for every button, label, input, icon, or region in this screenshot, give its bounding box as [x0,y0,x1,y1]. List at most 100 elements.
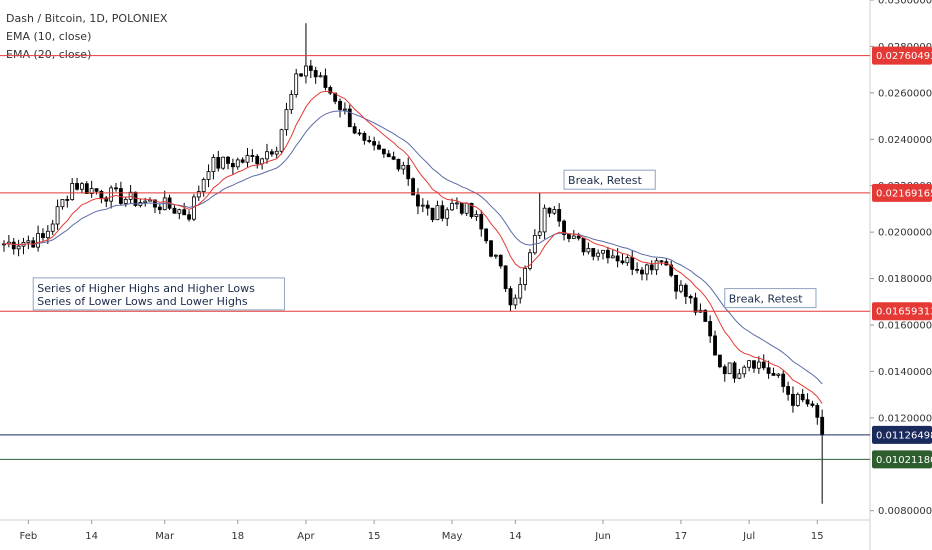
x-tick-label: 15 [811,531,824,542]
candle-body [601,249,605,254]
candle-body [644,264,649,275]
candle-body [669,264,674,276]
annotation-box[interactable] [32,277,285,311]
price-tag [872,450,932,469]
candle-body [357,132,362,135]
annotation-box[interactable] [724,288,817,309]
candle-body [450,202,454,211]
candle-body [70,183,75,200]
x-tick-label: 14 [509,531,522,542]
candle-body [503,265,508,289]
candle-body [75,183,79,190]
candle-body [216,157,221,169]
candle-body [313,70,318,78]
price-tag-label: 0.01126498 [876,430,932,441]
candle-body [323,75,328,88]
candle-body [445,209,450,219]
candle-body [679,284,683,292]
candle-body [255,155,260,165]
x-tick-label: May [442,531,463,542]
annotation-text: Break, Retest [729,293,803,306]
candle-body [542,207,547,233]
annotation-box[interactable] [563,169,656,190]
y-tick-label: 0.00800000 [878,506,932,517]
candle-body [201,179,206,193]
candle-body [391,156,396,160]
x-tick-label: Mar [155,531,175,542]
candle-body [440,205,445,219]
candle-body [143,200,148,203]
candle-body [547,207,552,214]
candle-body [703,309,708,322]
candle-body [182,209,187,216]
candle-body [50,223,55,232]
candle-body [172,207,177,214]
symbol-label: Dash / Bitcoin, 1D, POLONIEX [6,12,168,25]
candle-body [94,188,99,192]
candle-body [805,399,810,405]
candle-body [338,100,342,110]
candle-body [523,267,528,285]
candle-body [688,295,693,299]
candle-body [211,157,216,173]
candle-body [810,403,815,406]
candle-body [727,362,732,375]
candle-body [294,73,299,95]
candle-body [372,141,377,146]
candle-body [196,191,201,198]
candle-body [586,248,591,253]
x-tick-label: Jun [594,531,611,542]
candle-body [60,199,65,208]
candle-body [562,220,566,235]
candle-body [65,199,70,201]
candle-body [304,65,308,77]
candle-body [230,163,235,168]
candle-body [318,75,323,78]
candle-body [416,194,420,207]
candle-body [274,150,279,155]
candle-body [362,133,367,141]
candle-body [235,159,240,168]
candle-body [11,241,16,250]
candle-body [279,129,284,152]
candle-body [820,416,825,436]
candle-body [761,361,766,369]
candle-body [128,191,133,200]
price-tag [872,425,932,444]
candle-body [674,274,678,292]
candle-body [26,240,31,243]
candle-body [99,190,104,199]
candle-body [240,159,245,163]
candle-body [104,197,109,202]
candle-body [80,183,84,190]
ema20-label: EMA (20, close) [6,48,92,61]
candle-body [455,202,459,205]
candle-body [464,202,469,214]
candle-body [791,393,795,406]
candle-body [659,260,664,263]
candle-body [55,206,60,225]
candle-body [571,235,576,239]
candle-body [781,373,786,387]
annotation-text: Break, Retest [568,174,642,187]
candle-body [474,214,479,218]
price-tag [872,183,932,202]
candle-body [2,243,6,246]
candle-body [630,257,635,270]
candle-body [605,249,610,259]
candle-body [157,206,162,211]
candle-body [425,204,430,209]
candle-body [576,235,581,239]
candle-body [552,209,557,214]
x-tick-label: 17 [675,531,688,542]
candle-body [635,268,640,271]
candle-body [269,151,274,155]
candle-body [177,209,182,214]
candle-body [469,202,474,218]
candle-body [625,257,630,264]
